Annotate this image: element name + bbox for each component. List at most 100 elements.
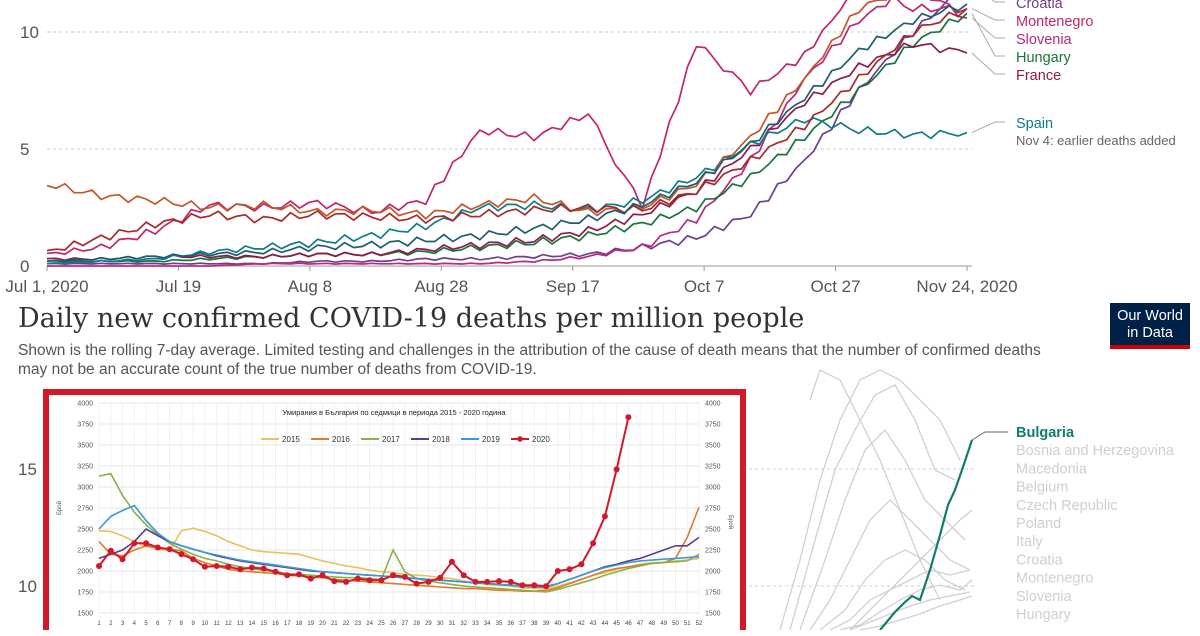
faded-series-line — [829, 569, 971, 630]
data-point-2020 — [272, 568, 279, 575]
label-connector — [971, 52, 1005, 75]
data-point-2020 — [507, 578, 514, 585]
x-tick-label: 42 — [578, 621, 585, 627]
y-tick-label: 10 — [20, 23, 39, 42]
x-tick-label: 30 — [437, 621, 444, 627]
y-tick-label-right: 1500 — [705, 611, 721, 618]
legend-item: Belgium — [1016, 480, 1068, 496]
x-tick-label: 17 — [284, 621, 291, 627]
data-point-2020 — [96, 563, 102, 569]
data-point-2020 — [413, 580, 420, 587]
top-line-chart: 0 5 10 Jul 1, 2020 Jul 19 Aug 8 Aug 28 Sep 17 Oc… — [5, 0, 1176, 296]
x-tick-label: 48 — [649, 621, 656, 627]
data-point-2020 — [190, 556, 197, 563]
x-tick-label: 40 — [554, 621, 561, 627]
x-tick-label: 49 — [660, 621, 667, 627]
x-tick-label: 12 — [225, 621, 232, 627]
series-label: Montenegro — [1016, 14, 1093, 30]
inset-title: Умирания в България по седмици в периода… — [282, 408, 506, 417]
legend-item: Poland — [1016, 516, 1061, 532]
data-point-2020 — [225, 563, 232, 570]
y-tick-label-right: 3250 — [705, 464, 721, 471]
x-tick-label: 1 — [97, 621, 101, 627]
data-point-2020 — [625, 414, 632, 421]
data-point-2020 — [248, 564, 255, 571]
x-tick-label: 34 — [484, 621, 491, 627]
faded-series-line — [849, 509, 973, 630]
x-tick-label: 6 — [156, 621, 160, 627]
x-tick-label: Aug 28 — [414, 277, 468, 296]
data-point-2020 — [166, 546, 173, 553]
y-tick-label: 15 — [18, 460, 37, 479]
series-line-france — [47, 42, 968, 262]
series-line-slovenia — [47, 0, 968, 267]
series-line-country — [47, 0, 887, 220]
data-point-2020 — [390, 572, 397, 579]
inset-series-2015 — [98, 527, 700, 590]
x-tick-label: 52 — [696, 621, 703, 627]
x-tick-label: 21 — [331, 621, 338, 627]
data-point-2020 — [331, 578, 338, 585]
x-tick-label: 44 — [602, 621, 609, 627]
y-tick-label-left: 4000 — [77, 401, 93, 408]
data-point-2020 — [578, 561, 585, 568]
y-tick-label-left: 3000 — [77, 485, 93, 492]
x-tick-label: 22 — [343, 621, 350, 627]
data-point-2020 — [401, 573, 408, 580]
y-tick-label-right: 2750 — [705, 506, 721, 513]
x-tick-label: Jul 19 — [156, 277, 201, 296]
legend-label: 2020 — [532, 435, 550, 444]
faded-series-line — [859, 595, 973, 630]
data-point-2020 — [260, 565, 267, 572]
x-tick-label: 2 — [109, 621, 113, 627]
y-tick-label-left: 2750 — [77, 506, 93, 513]
y-tick-label-left: 1500 — [77, 611, 93, 618]
label-connector — [971, 431, 1008, 441]
x-tick-label: Oct 7 — [684, 277, 725, 296]
data-point-2020 — [366, 577, 373, 584]
y-tick-label-left: 2000 — [77, 569, 93, 576]
y-tick-label: 0 — [20, 257, 29, 276]
x-tick-label: 5 — [144, 621, 148, 627]
inset-series-2020 — [98, 417, 630, 588]
x-tick-label: 45 — [613, 621, 620, 627]
y-tick-label-right: 2000 — [705, 569, 721, 576]
inset-series-2019 — [98, 504, 700, 588]
chart-subtitle: Shown is the rolling 7-day average. Limi… — [18, 342, 1041, 378]
series-label: Croatia — [1016, 0, 1064, 12]
x-tick-label: 29 — [425, 621, 432, 627]
x-tick-label: 20 — [319, 621, 326, 627]
data-point-2020 — [119, 556, 126, 563]
faded-series-line — [789, 384, 956, 630]
label-connector — [991, 0, 1005, 3]
data-point-2020 — [213, 563, 220, 569]
data-point-2020 — [448, 558, 455, 565]
y-tick-label-right: 2500 — [705, 527, 721, 534]
x-tick-label: 3 — [121, 621, 125, 627]
x-tick-label: 25 — [378, 621, 385, 627]
data-point-2020 — [472, 578, 479, 585]
series-line-country — [47, 3, 968, 263]
faded-series-line — [819, 549, 966, 630]
x-tick-label: 36 — [507, 621, 514, 627]
data-point-2020 — [131, 540, 138, 547]
series-line-country — [47, 7, 968, 252]
x-tick-label: 4 — [133, 621, 137, 627]
legend-label: 2017 — [382, 435, 400, 444]
x-tick-label: 9 — [191, 621, 195, 627]
series-annotation: Nov 4: earlier deaths added — [1016, 133, 1176, 148]
x-tick-label: 27 — [402, 621, 409, 627]
label-connector — [971, 121, 1005, 134]
x-tick-label: Nov 24, 2020 — [916, 277, 1017, 296]
legend-label: 2016 — [332, 435, 350, 444]
legend-item: Bosnia and Herzegovina — [1016, 443, 1175, 459]
faded-series-line — [849, 591, 971, 630]
x-tick-label: 33 — [472, 621, 479, 627]
series-label: Slovenia — [1016, 32, 1073, 48]
series-line-spain — [47, 117, 968, 265]
legend-item: Macedonia — [1016, 461, 1088, 477]
data-point-2020 — [531, 582, 538, 589]
x-tick-label: 32 — [460, 621, 467, 627]
owid-logo[interactable]: Our World in Data — [1110, 303, 1190, 349]
